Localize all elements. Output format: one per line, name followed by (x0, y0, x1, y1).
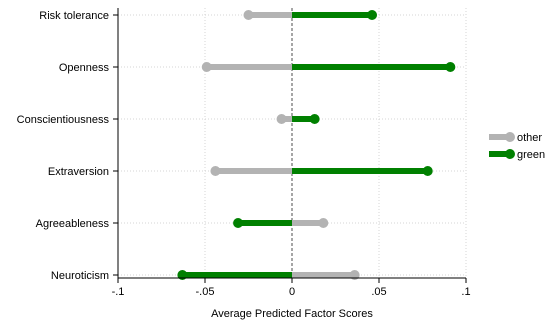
legend-marker-other (505, 132, 515, 142)
point-other-2 (276, 114, 287, 124)
point-green-1 (445, 62, 456, 72)
dumbbell-marks (177, 10, 456, 280)
y-tick-label-0: Risk tolerance (39, 10, 109, 22)
y-tick-label-2: Conscientiousness (17, 114, 110, 126)
x-tick-label-4: .1 (461, 286, 470, 298)
point-other-0 (243, 10, 254, 20)
x-tick-label-3: .05 (371, 286, 386, 298)
legend-label-green: green (517, 149, 545, 161)
legend-label-other: other (517, 132, 542, 144)
x-tick-label-1: -.05 (196, 286, 215, 298)
x-axis-title: Average Predicted Factor Scores (211, 308, 373, 320)
y-tick-label-3: Extraversion (48, 166, 109, 178)
point-other-3 (210, 166, 221, 176)
legend-marker-green (505, 149, 515, 159)
point-green-0 (367, 10, 378, 20)
y-tick-label-1: Openness (59, 62, 110, 74)
point-other-4 (318, 218, 329, 228)
axes: Risk tolerance Openness Conscientiousness E… (17, 8, 471, 298)
point-other-1 (201, 62, 212, 72)
x-tick-label-0: -.1 (112, 286, 125, 298)
point-green-3 (422, 166, 433, 176)
y-tick-label-5: Neuroticism (51, 270, 109, 282)
point-green-4 (233, 218, 244, 228)
point-green-2 (309, 114, 320, 124)
legend: other green (489, 132, 545, 161)
y-tick-label-4: Agreeableness (36, 218, 110, 230)
x-tick-label-2: 0 (289, 286, 295, 298)
